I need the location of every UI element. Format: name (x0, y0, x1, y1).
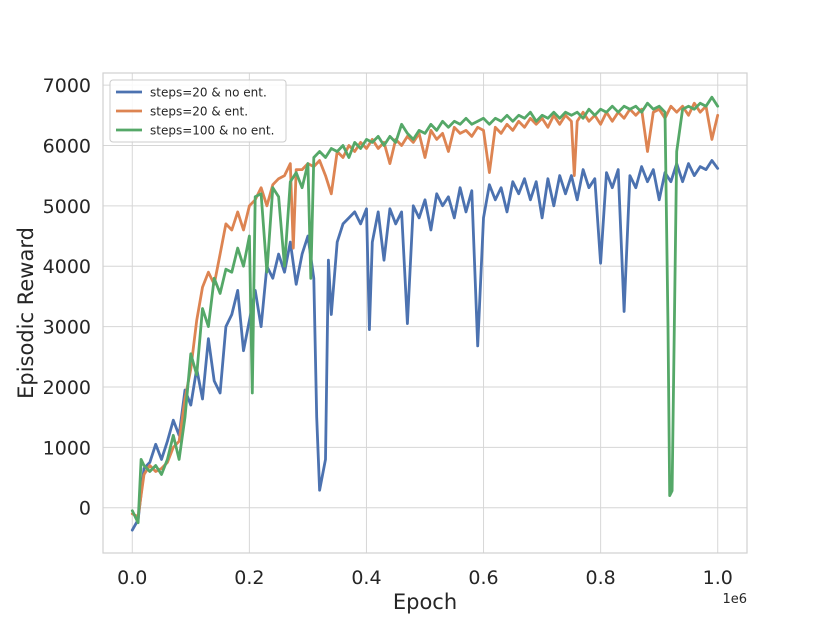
x-axis-label: Epoch (393, 590, 457, 614)
x-tick-label: 0.2 (234, 567, 264, 589)
y-axis-label: Episodic Reward (14, 227, 38, 399)
series-line-3 (130, 95, 720, 525)
y-tick-label: 0 (79, 498, 91, 520)
x-gridlines (131, 73, 719, 553)
legend: steps=20 & no ent. steps=20 & ent. steps=1… (109, 79, 287, 143)
legend-box (109, 79, 287, 143)
y-tick-label: 6000 (43, 135, 91, 157)
legend-entry: steps=20 & no ent. (150, 86, 267, 100)
y-tick-label: 3000 (43, 317, 91, 339)
legend-entry: steps=20 & ent. (150, 105, 248, 119)
x-tick-label: 1.0 (703, 567, 733, 589)
series-lines (130, 95, 720, 532)
y-tick-label: 4000 (43, 256, 91, 278)
x-tick-label: 0.6 (468, 567, 498, 589)
y-tick-label: 2000 (43, 377, 91, 399)
plot-frame (102, 72, 748, 554)
series-line-1 (130, 159, 720, 532)
x-tick-label: 0.0 (117, 567, 147, 589)
x-axis-offset-label: 1e6 (722, 592, 747, 607)
x-tick-labels: 0.0 0.2 0.4 0.6 0.8 1.0 (117, 567, 733, 589)
legend-entry: steps=100 & no ent. (150, 124, 274, 138)
y-tick-labels: 0 1000 2000 3000 4000 5000 6000 7000 (43, 75, 91, 520)
y-gridlines (103, 84, 747, 509)
x-tick-label: 0.4 (351, 567, 381, 589)
y-tick-label: 7000 (43, 75, 91, 97)
y-tick-label: 1000 (43, 437, 91, 459)
x-tick-label: 0.8 (586, 567, 616, 589)
y-tick-label: 5000 (43, 196, 91, 218)
